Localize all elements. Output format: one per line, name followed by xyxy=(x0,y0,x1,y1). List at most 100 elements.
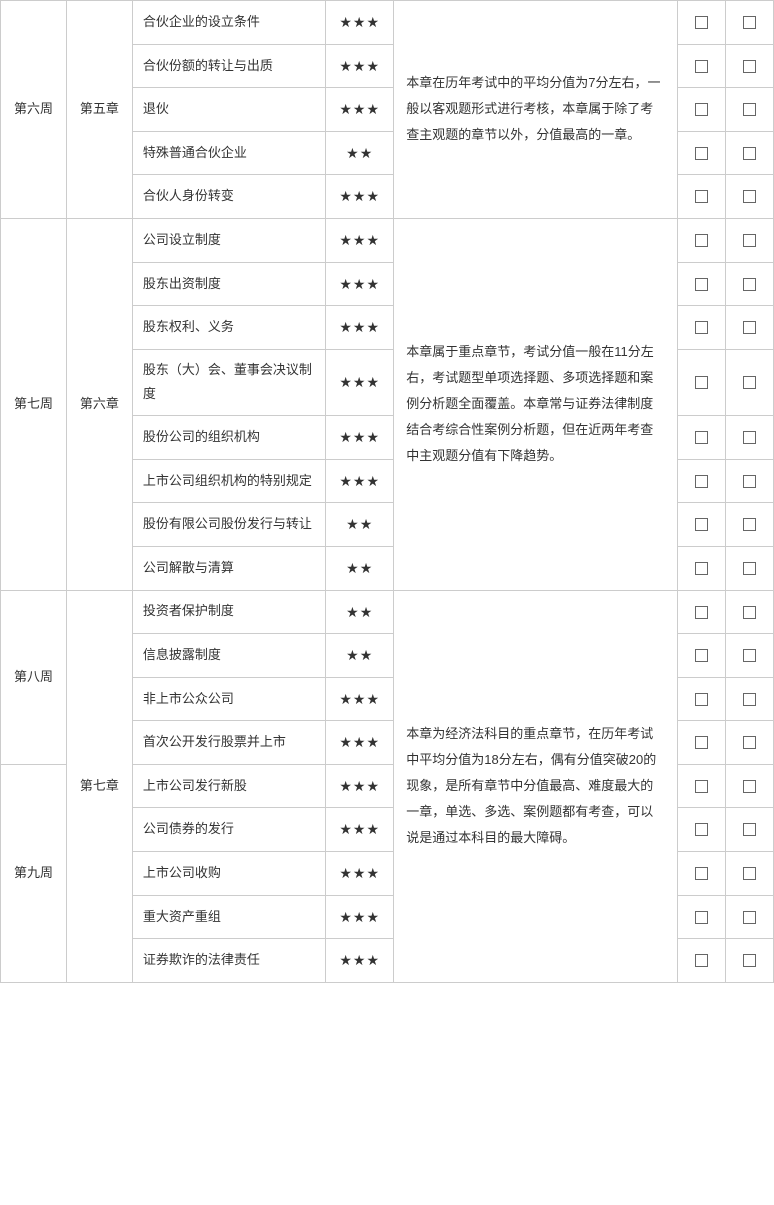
checkbox-cell xyxy=(726,131,774,175)
checkbox-icon[interactable] xyxy=(695,190,708,203)
stars-cell: ★★★ xyxy=(326,939,394,983)
checkbox-cell xyxy=(678,349,726,415)
stars-cell: ★★ xyxy=(326,634,394,678)
checkbox-icon[interactable] xyxy=(695,606,708,619)
topic-cell: 上市公司组织机构的特别规定 xyxy=(132,459,325,503)
topic-cell: 退伙 xyxy=(132,88,325,132)
checkbox-icon[interactable] xyxy=(743,780,756,793)
checkbox-icon[interactable] xyxy=(743,693,756,706)
checkbox-icon[interactable] xyxy=(743,867,756,880)
checkbox-icon[interactable] xyxy=(743,475,756,488)
topic-cell: 股东出资制度 xyxy=(132,262,325,306)
checkbox-cell xyxy=(726,262,774,306)
checkbox-icon[interactable] xyxy=(743,562,756,575)
stars-cell: ★★★ xyxy=(326,349,394,415)
stars-cell: ★★★ xyxy=(326,459,394,503)
checkbox-icon[interactable] xyxy=(743,431,756,444)
table-row: 第七周 第六章 公司设立制度 ★★★ 本章属于重点章节，考试分值一般在11分左右… xyxy=(1,218,774,262)
checkbox-icon[interactable] xyxy=(743,278,756,291)
checkbox-icon[interactable] xyxy=(743,190,756,203)
stars-cell: ★★★ xyxy=(326,1,394,45)
checkbox-cell xyxy=(678,88,726,132)
checkbox-icon[interactable] xyxy=(695,321,708,334)
checkbox-icon[interactable] xyxy=(743,649,756,662)
study-plan-table: 第六周 第五章 合伙企业的设立条件 ★★★ 本章在历年考试中的平均分值为7分左右… xyxy=(0,0,774,983)
checkbox-icon[interactable] xyxy=(743,60,756,73)
topic-cell: 证券欺诈的法律责任 xyxy=(132,939,325,983)
stars-cell: ★★ xyxy=(326,590,394,634)
checkbox-icon[interactable] xyxy=(695,867,708,880)
description-cell: 本章为经济法科目的重点章节，在历年考试中平均分值为18分左右，偶有分值突破20的… xyxy=(394,590,678,982)
checkbox-icon[interactable] xyxy=(743,321,756,334)
checkbox-cell xyxy=(726,808,774,852)
checkbox-cell xyxy=(726,416,774,460)
stars-cell: ★★★ xyxy=(326,677,394,721)
checkbox-icon[interactable] xyxy=(695,649,708,662)
checkbox-icon[interactable] xyxy=(695,823,708,836)
checkbox-cell xyxy=(726,503,774,547)
checkbox-icon[interactable] xyxy=(695,911,708,924)
topic-cell: 特殊普通合伙企业 xyxy=(132,131,325,175)
checkbox-icon[interactable] xyxy=(695,954,708,967)
checkbox-cell xyxy=(678,44,726,88)
checkbox-icon[interactable] xyxy=(743,376,756,389)
checkbox-icon[interactable] xyxy=(743,823,756,836)
chapter-cell: 第五章 xyxy=(66,1,132,219)
checkbox-icon[interactable] xyxy=(743,103,756,116)
table-row: 第八周 第七章 投资者保护制度 ★★ 本章为经济法科目的重点章节，在历年考试中平… xyxy=(1,590,774,634)
stars-cell: ★★ xyxy=(326,131,394,175)
checkbox-icon[interactable] xyxy=(743,911,756,924)
checkbox-icon[interactable] xyxy=(695,16,708,29)
checkbox-icon[interactable] xyxy=(695,431,708,444)
checkbox-icon[interactable] xyxy=(695,518,708,531)
stars-cell: ★★ xyxy=(326,503,394,547)
checkbox-cell xyxy=(726,764,774,808)
topic-cell: 股份公司的组织机构 xyxy=(132,416,325,460)
checkbox-cell xyxy=(678,131,726,175)
week-cell: 第七周 xyxy=(1,218,67,590)
checkbox-cell xyxy=(726,218,774,262)
checkbox-cell xyxy=(678,677,726,721)
topic-cell: 股份有限公司股份发行与转让 xyxy=(132,503,325,547)
checkbox-cell xyxy=(726,44,774,88)
checkbox-icon[interactable] xyxy=(695,234,708,247)
checkbox-cell xyxy=(678,459,726,503)
checkbox-cell xyxy=(678,1,726,45)
checkbox-icon[interactable] xyxy=(695,562,708,575)
checkbox-icon[interactable] xyxy=(695,475,708,488)
checkbox-icon[interactable] xyxy=(743,147,756,160)
checkbox-icon[interactable] xyxy=(743,16,756,29)
checkbox-cell xyxy=(678,503,726,547)
checkbox-icon[interactable] xyxy=(743,736,756,749)
stars-cell: ★★★ xyxy=(326,218,394,262)
checkbox-cell xyxy=(726,1,774,45)
checkbox-icon[interactable] xyxy=(695,693,708,706)
checkbox-icon[interactable] xyxy=(695,60,708,73)
checkbox-cell xyxy=(678,895,726,939)
checkbox-icon[interactable] xyxy=(743,954,756,967)
checkbox-icon[interactable] xyxy=(695,780,708,793)
topic-cell: 投资者保护制度 xyxy=(132,590,325,634)
checkbox-icon[interactable] xyxy=(743,234,756,247)
checkbox-icon[interactable] xyxy=(695,147,708,160)
topic-cell: 合伙人身份转变 xyxy=(132,175,325,219)
checkbox-cell xyxy=(678,546,726,590)
checkbox-cell xyxy=(726,306,774,350)
topic-cell: 非上市公众公司 xyxy=(132,677,325,721)
checkbox-icon[interactable] xyxy=(695,736,708,749)
stars-cell: ★★★ xyxy=(326,808,394,852)
checkbox-cell xyxy=(678,721,726,765)
stars-cell: ★★★ xyxy=(326,88,394,132)
checkbox-icon[interactable] xyxy=(695,278,708,291)
checkbox-icon[interactable] xyxy=(743,606,756,619)
checkbox-icon[interactable] xyxy=(695,103,708,116)
checkbox-icon[interactable] xyxy=(743,518,756,531)
checkbox-icon[interactable] xyxy=(695,376,708,389)
stars-cell: ★★★ xyxy=(326,175,394,219)
checkbox-cell xyxy=(678,634,726,678)
checkbox-cell xyxy=(726,895,774,939)
week-cell: 第八周 xyxy=(1,590,67,764)
topic-cell: 重大资产重组 xyxy=(132,895,325,939)
chapter-cell: 第七章 xyxy=(66,590,132,982)
checkbox-cell xyxy=(678,175,726,219)
